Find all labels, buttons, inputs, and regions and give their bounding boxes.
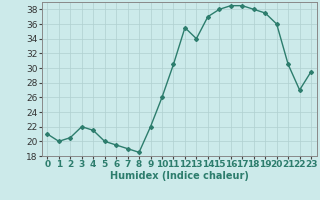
X-axis label: Humidex (Indice chaleur): Humidex (Indice chaleur): [110, 171, 249, 181]
